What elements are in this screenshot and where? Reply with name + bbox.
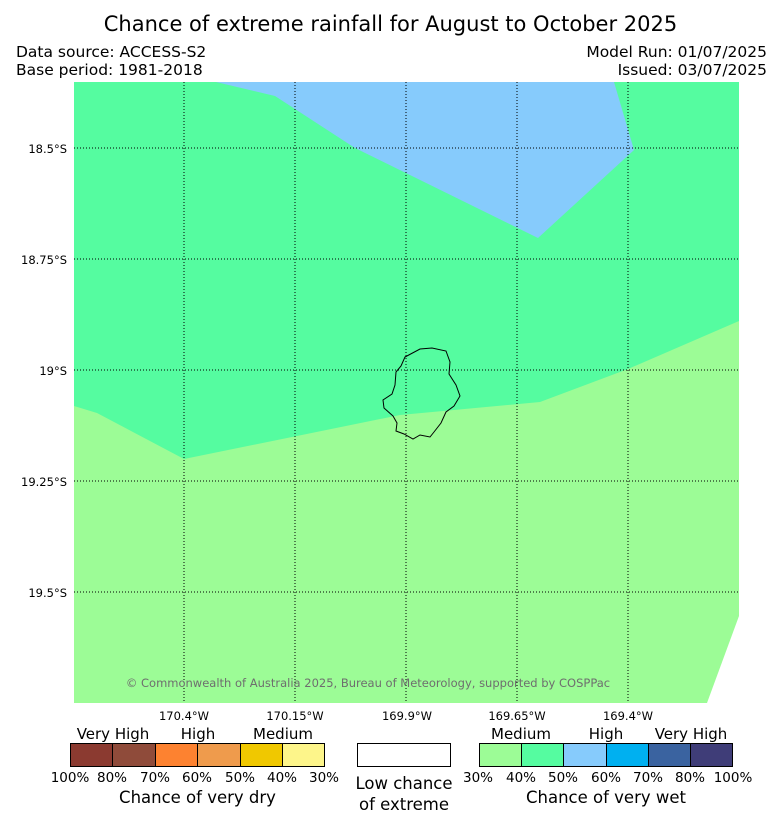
wet-tick-40: 40% bbox=[505, 770, 536, 786]
dry-tick-50: 50% bbox=[224, 770, 255, 786]
wet-tick-50: 50% bbox=[547, 770, 578, 786]
lon-label-169-9: 169.9°W bbox=[381, 709, 433, 723]
model-run-text: Model Run: 01/07/2025 bbox=[586, 43, 767, 61]
dry-header-high: High bbox=[180, 725, 216, 743]
dry-caption: Chance of very dry bbox=[119, 788, 276, 807]
dry-tick-100: 100% bbox=[50, 770, 90, 786]
lon-label-169-4: 169.4°W bbox=[602, 709, 654, 723]
dry-header-very-high: Very High bbox=[76, 725, 150, 743]
dry-tick-40: 40% bbox=[266, 770, 297, 786]
map-title: Chance of extreme rainfall for August to… bbox=[103, 12, 678, 36]
lon-label-169-65: 169.65°W bbox=[488, 709, 546, 723]
neutral-caption: Low chance of extreme bbox=[340, 773, 468, 815]
wet-swatch-80-100 bbox=[690, 743, 733, 767]
wet-tick-100: 100% bbox=[713, 770, 753, 786]
metadata-right: Model Run: 01/07/2025 Issued: 03/07/2025 bbox=[586, 43, 767, 79]
dry-swatch-80-70 bbox=[112, 743, 155, 767]
wet-caption: Chance of very wet bbox=[526, 788, 686, 807]
lat-label-19-5: 19.5°S bbox=[28, 586, 67, 600]
issued-text: Issued: 03/07/2025 bbox=[617, 61, 767, 79]
wet-header-medium: Medium bbox=[491, 725, 551, 743]
wet-swatch-30-40 bbox=[479, 743, 522, 767]
lon-label-170-15: 170.15°W bbox=[266, 709, 324, 723]
map-regions bbox=[74, 82, 739, 703]
dry-swatch-70-60 bbox=[155, 743, 198, 767]
wet-swatch-40-50 bbox=[521, 743, 564, 767]
region-no-data bbox=[707, 616, 739, 703]
dry-tick-30: 30% bbox=[308, 770, 339, 786]
wet-tick-60: 60% bbox=[590, 770, 621, 786]
dry-swatch-60-50 bbox=[197, 743, 240, 767]
base-period-text: Base period: 1981-2018 bbox=[16, 61, 203, 79]
wet-tick-80: 80% bbox=[674, 770, 705, 786]
metadata-left: Data source: ACCESS-S2 Base period: 1981… bbox=[16, 43, 206, 79]
region-wet-high-50-60 bbox=[216, 82, 634, 238]
lat-label-19: 19°S bbox=[39, 364, 67, 378]
island-coastline bbox=[382, 347, 461, 440]
neutral-caption-line2: of extreme bbox=[358, 795, 450, 814]
dry-swatch-100-80 bbox=[70, 743, 113, 767]
dry-header-medium: Medium bbox=[253, 725, 313, 743]
wet-swatch-50-60 bbox=[563, 743, 606, 767]
wet-header-high: High bbox=[588, 725, 624, 743]
lat-label-18-5: 18.5°S bbox=[28, 142, 67, 156]
neutral-caption-line1: Low chance bbox=[355, 774, 453, 793]
data-source-text: Data source: ACCESS-S2 bbox=[16, 43, 207, 61]
wet-header-very-high: Very High bbox=[654, 725, 728, 743]
lon-label-170-4: 170.4°W bbox=[158, 709, 210, 723]
copyright-text: © Commonwealth of Australia 2025, Bureau… bbox=[126, 676, 610, 690]
lat-label-18-75: 18.75°S bbox=[21, 253, 67, 267]
dry-tick-60: 60% bbox=[181, 770, 212, 786]
lat-label-19-25: 19.25°S bbox=[21, 475, 67, 489]
neutral-swatch bbox=[357, 743, 451, 767]
wet-swatch-70-80 bbox=[648, 743, 691, 767]
dry-tick-70: 70% bbox=[139, 770, 170, 786]
wet-swatch-60-70 bbox=[606, 743, 649, 767]
wet-tick-30: 30% bbox=[462, 770, 493, 786]
dry-tick-80: 80% bbox=[96, 770, 127, 786]
dry-swatch-40-30 bbox=[282, 743, 325, 767]
wet-tick-70: 70% bbox=[632, 770, 663, 786]
dry-swatch-50-40 bbox=[240, 743, 283, 767]
